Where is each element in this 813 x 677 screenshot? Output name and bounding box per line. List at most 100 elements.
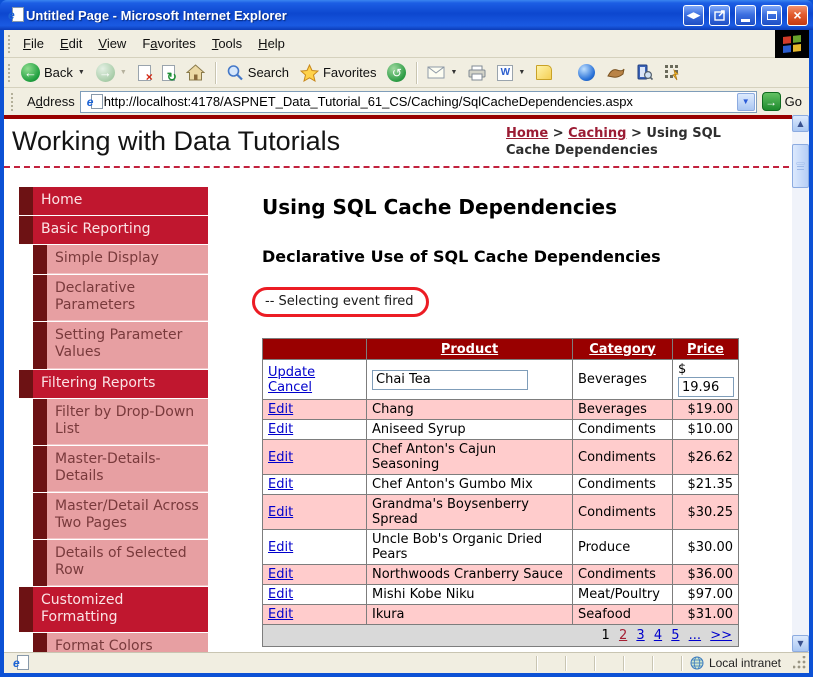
sort-product-link[interactable]: Product (440, 341, 499, 357)
sidebar-item-basic-reporting[interactable]: Basic Reporting (19, 216, 208, 245)
price-input[interactable] (678, 377, 734, 397)
section-subtitle: Declarative Use of SQL Cache Dependencie… (262, 247, 661, 266)
standard-toolbar: ← Back ▼ → ▼ × ↻ Search Favorites ↺ ▼ (4, 58, 809, 88)
menu-view[interactable]: View (98, 36, 127, 51)
edit-link[interactable]: Edit (268, 504, 294, 520)
menu-favorites[interactable]: Favorites (142, 36, 196, 51)
address-dropdown-button[interactable]: ▼ (736, 92, 755, 111)
menu-file[interactable]: File (23, 36, 44, 51)
edit-link[interactable]: Edit (268, 477, 294, 492)
favorites-button[interactable]: Favorites (295, 62, 381, 84)
edit-link[interactable]: Edit (268, 607, 294, 622)
search-button[interactable]: Search (221, 62, 294, 84)
status-bar: e Local intranet (4, 652, 809, 673)
scroll-up-button[interactable]: ▲ (792, 115, 809, 132)
cancel-link[interactable]: Cancel (268, 379, 313, 395)
sidebar-item-filtering-reports[interactable]: Filtering Reports (19, 369, 208, 398)
pager-page-link[interactable]: 4 (653, 628, 663, 643)
sidebar-item-details-of-selected-row[interactable]: Details of Selected Row (19, 540, 208, 587)
go-button[interactable]: → Go (761, 92, 806, 111)
update-link[interactable]: Update (268, 364, 316, 380)
pager-ellipsis-link[interactable]: ... (688, 628, 702, 643)
edit-link[interactable]: Edit (268, 402, 294, 417)
edit-link[interactable]: Edit (268, 449, 294, 465)
menu-help[interactable]: Help (258, 36, 285, 51)
menu-edit[interactable]: Edit (59, 36, 83, 51)
sidebar-item-home[interactable]: Home (19, 187, 208, 216)
print-button[interactable] (463, 63, 491, 83)
breadcrumb-caching-link[interactable]: Caching (568, 126, 627, 141)
menu-grip-handle[interactable] (8, 34, 11, 53)
status-page-icon: e (10, 655, 29, 671)
address-url[interactable]: http://localhost:4178/ASPNET_Data_Tutori… (103, 94, 633, 109)
resize-grip[interactable] (793, 656, 807, 670)
address-label: Address (27, 94, 75, 109)
mail-icon (427, 66, 445, 79)
popout-window-button[interactable] (709, 4, 730, 26)
discuss-button[interactable] (531, 63, 557, 82)
print-icon (468, 65, 486, 80)
research-button[interactable] (631, 62, 658, 83)
menu-tools[interactable]: Tools (211, 36, 243, 51)
refresh-button[interactable]: ↻ (157, 63, 180, 84)
popout-window-icon (713, 9, 725, 21)
sidebar-item-customized-formatting[interactable]: Customized Formatting (19, 587, 208, 633)
edit-link[interactable]: Edit (268, 567, 294, 582)
minimize-button[interactable] (735, 4, 756, 26)
edit-link[interactable]: Edit (268, 422, 294, 437)
sidebar-item-setting-parameter-values[interactable]: Setting Parameter Values (19, 322, 208, 369)
grid-row: Edit Chang Beverages $19.00 (262, 399, 739, 420)
breadcrumb-current: Using SQL Cache Dependencies (506, 126, 721, 158)
sidebar-item-simple-display[interactable]: Simple Display (19, 245, 208, 275)
vertical-scrollbar[interactable]: ▲ ▼ (792, 115, 809, 652)
resize-arrows-button[interactable]: ◀▶ (683, 4, 704, 26)
sidebar-item-declarative-parameters[interactable]: Declarative Parameters (19, 275, 208, 322)
windows-logo-throbber (775, 29, 809, 58)
sidebar-item-format-colors[interactable]: Format Colors (19, 633, 208, 652)
edit-row-category: Beverages (572, 359, 673, 400)
product-name-input[interactable] (372, 369, 528, 390)
forward-button[interactable]: → ▼ (91, 61, 132, 84)
pager-page-link[interactable]: 2 (618, 628, 628, 643)
stop-button[interactable]: × (133, 63, 156, 84)
security-zone-label: Local intranet (708, 656, 781, 670)
breadcrumb: Home > Caching > Using SQL Cache Depende… (506, 126, 721, 158)
capture-grid-icon (665, 65, 680, 81)
messenger-button[interactable] (573, 62, 600, 83)
sidebar-item-filter-by-dropdown-list[interactable]: Filter by Drop-Down List (19, 398, 208, 445)
scrollbar-thumb[interactable] (792, 144, 809, 188)
page-title: Using SQL Cache Dependencies (262, 195, 618, 219)
breadcrumb-home-link[interactable]: Home (506, 126, 549, 141)
ie-logo-icon: e (5, 7, 24, 23)
minimize-icon (741, 18, 750, 22)
scroll-down-button[interactable]: ▼ (792, 635, 809, 652)
refresh-icon: ↻ (161, 64, 177, 84)
capture-tool-button[interactable] (659, 62, 685, 83)
home-button[interactable] (181, 62, 210, 83)
sort-price-link[interactable]: Price (687, 341, 724, 357)
close-button[interactable]: × (787, 4, 808, 26)
pager-next-link[interactable]: >> (710, 628, 732, 643)
scroll-down-icon: ▼ (797, 639, 804, 648)
address-field[interactable]: e http://localhost:4178/ASPNET_Data_Tuto… (79, 90, 757, 113)
sidebar-item-master-details-details[interactable]: Master-Details-Details (19, 445, 208, 492)
history-button[interactable]: ↺ (382, 61, 411, 84)
maximize-button[interactable] (761, 4, 782, 26)
close-icon: × (793, 7, 802, 23)
mail-button[interactable]: ▼ (422, 64, 462, 81)
pager-page-link[interactable]: 3 (636, 628, 645, 643)
edit-link[interactable]: Edit (268, 587, 294, 602)
edit-dropdown-icon: ▼ (518, 69, 526, 76)
research-book-icon (637, 64, 654, 81)
address-grip-handle[interactable] (11, 92, 14, 111)
selecting-event-label: -- Selecting event fired (252, 287, 429, 317)
window-title: Untitled Page - Microsoft Internet Explo… (26, 7, 287, 23)
sort-category-link[interactable]: Category (589, 341, 656, 357)
sidebar-item-master-detail-across-two-pages[interactable]: Master/Detail Across Two Pages (19, 492, 208, 540)
pager-page-link[interactable]: 5 (671, 628, 680, 643)
edit-link[interactable]: Edit (268, 539, 294, 555)
snagit-button[interactable] (601, 64, 630, 82)
edit-with-word-button[interactable]: W ▼ (492, 63, 530, 83)
toolbar-grip-handle[interactable] (8, 63, 11, 82)
back-button[interactable]: ← Back ▼ (16, 61, 90, 84)
